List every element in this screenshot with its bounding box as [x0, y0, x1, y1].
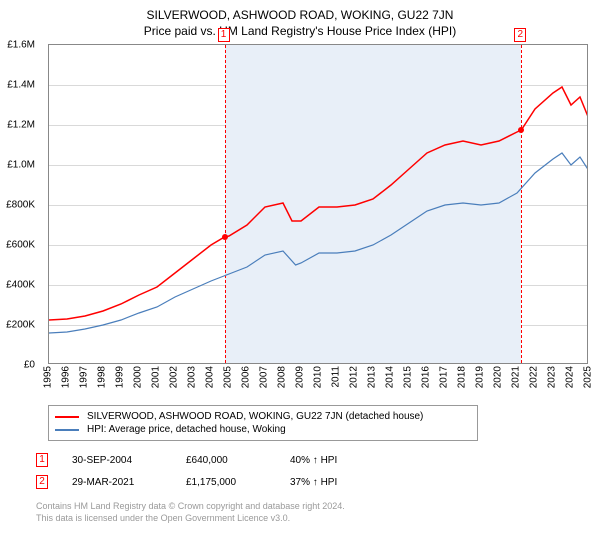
x-axis-tick-label: 1998	[97, 366, 108, 388]
x-axis-tick-label: 2005	[223, 366, 234, 388]
x-axis-tick-label: 2024	[565, 366, 576, 388]
x-axis-tick-label: 2006	[241, 366, 252, 388]
x-axis-tick-label: 1995	[43, 366, 54, 388]
transaction-marker-badge: 2	[514, 28, 526, 42]
transaction-delta: 40% ↑ HPI	[290, 455, 337, 466]
legend-entry: HPI: Average price, detached house, Woki…	[55, 423, 471, 436]
legend-box: SILVERWOOD, ASHWOOD ROAD, WOKING, GU22 7…	[48, 405, 478, 441]
y-axis-tick-label: £1.4M	[7, 80, 35, 91]
y-axis-tick-label: £400K	[6, 280, 35, 291]
x-axis-tick-label: 2013	[367, 366, 378, 388]
x-axis-tick-label: 2011	[331, 366, 342, 388]
transaction-marker-badge: 1	[218, 28, 230, 42]
y-axis-tick-label: £800K	[6, 200, 35, 211]
transaction-id-badge: 2	[36, 475, 48, 489]
series-hpi	[49, 153, 587, 333]
x-axis-tick-label: 2015	[403, 366, 414, 388]
y-axis-tick-label: £0	[24, 360, 35, 371]
x-axis-tick-label: 2010	[313, 366, 324, 388]
legend-label: SILVERWOOD, ASHWOOD ROAD, WOKING, GU22 7…	[87, 411, 423, 422]
legend-entry: SILVERWOOD, ASHWOOD ROAD, WOKING, GU22 7…	[55, 410, 471, 423]
x-axis-tick-label: 2023	[547, 366, 558, 388]
x-axis-tick-label: 2018	[457, 366, 468, 388]
transactions-table: 1 30-SEP-2004 £640,000 40% ↑ HPI 2 29-MAR-202…	[36, 449, 600, 493]
y-axis-tick-label: £1.6M	[7, 40, 35, 51]
x-axis-tick-label: 2025	[583, 366, 594, 388]
chart-area: £0£200K£400K£600K£800K£1.0M£1.2M£1.4M£1.…	[36, 44, 596, 399]
x-axis-tick-label: 2008	[277, 366, 288, 388]
x-axis-tick-label: 2001	[151, 366, 162, 388]
transaction-date: 30-SEP-2004	[72, 455, 162, 466]
series-price_paid	[49, 87, 587, 320]
chart-title: SILVERWOOD, ASHWOOD ROAD, WOKING, GU22 7…	[0, 0, 600, 22]
y-axis-tick-label: £1.2M	[7, 120, 35, 131]
transaction-id-badge: 1	[36, 453, 48, 467]
footer-line-2: This data is licensed under the Open Gov…	[36, 513, 600, 525]
x-axis-tick-label: 2000	[133, 366, 144, 388]
transaction-dot	[222, 234, 228, 240]
legend-swatch	[55, 429, 79, 431]
x-axis-tick-label: 1996	[61, 366, 72, 388]
y-axis-tick-label: £600K	[6, 240, 35, 251]
x-axis-tick-label: 2016	[421, 366, 432, 388]
y-axis-tick-label: £1.0M	[7, 160, 35, 171]
plot-area: £0£200K£400K£600K£800K£1.0M£1.2M£1.4M£1.…	[48, 44, 588, 364]
footer-line-1: Contains HM Land Registry data © Crown c…	[36, 501, 600, 513]
transaction-dot	[518, 127, 524, 133]
x-axis-tick-label: 2022	[529, 366, 540, 388]
x-axis-tick-label: 2002	[169, 366, 180, 388]
y-axis-tick-label: £200K	[6, 320, 35, 331]
x-axis-tick-label: 1999	[115, 366, 126, 388]
x-axis-tick-label: 2012	[349, 366, 360, 388]
transaction-row: 1 30-SEP-2004 £640,000 40% ↑ HPI	[36, 449, 600, 471]
x-axis-tick-label: 2017	[439, 366, 450, 388]
x-axis-tick-label: 2009	[295, 366, 306, 388]
transaction-price: £1,175,000	[186, 477, 266, 488]
transaction-date: 29-MAR-2021	[72, 477, 162, 488]
transaction-row: 2 29-MAR-2021 £1,175,000 37% ↑ HPI	[36, 471, 600, 493]
footer-attribution: Contains HM Land Registry data © Crown c…	[36, 501, 600, 524]
x-axis-tick-label: 2014	[385, 366, 396, 388]
x-axis-tick-label: 1997	[79, 366, 90, 388]
x-axis-tick-label: 2021	[511, 366, 522, 388]
x-axis-tick-label: 2020	[493, 366, 504, 388]
x-axis-tick-label: 2004	[205, 366, 216, 388]
transaction-delta: 37% ↑ HPI	[290, 477, 337, 488]
x-axis-tick-label: 2003	[187, 366, 198, 388]
transaction-price: £640,000	[186, 455, 266, 466]
chart-container: SILVERWOOD, ASHWOOD ROAD, WOKING, GU22 7…	[0, 0, 600, 560]
x-axis-tick-label: 2019	[475, 366, 486, 388]
x-axis-tick-label: 2007	[259, 366, 270, 388]
legend-swatch	[55, 416, 79, 418]
legend-label: HPI: Average price, detached house, Woki…	[87, 424, 286, 435]
chart-subtitle: Price paid vs. HM Land Registry's House …	[0, 22, 600, 44]
